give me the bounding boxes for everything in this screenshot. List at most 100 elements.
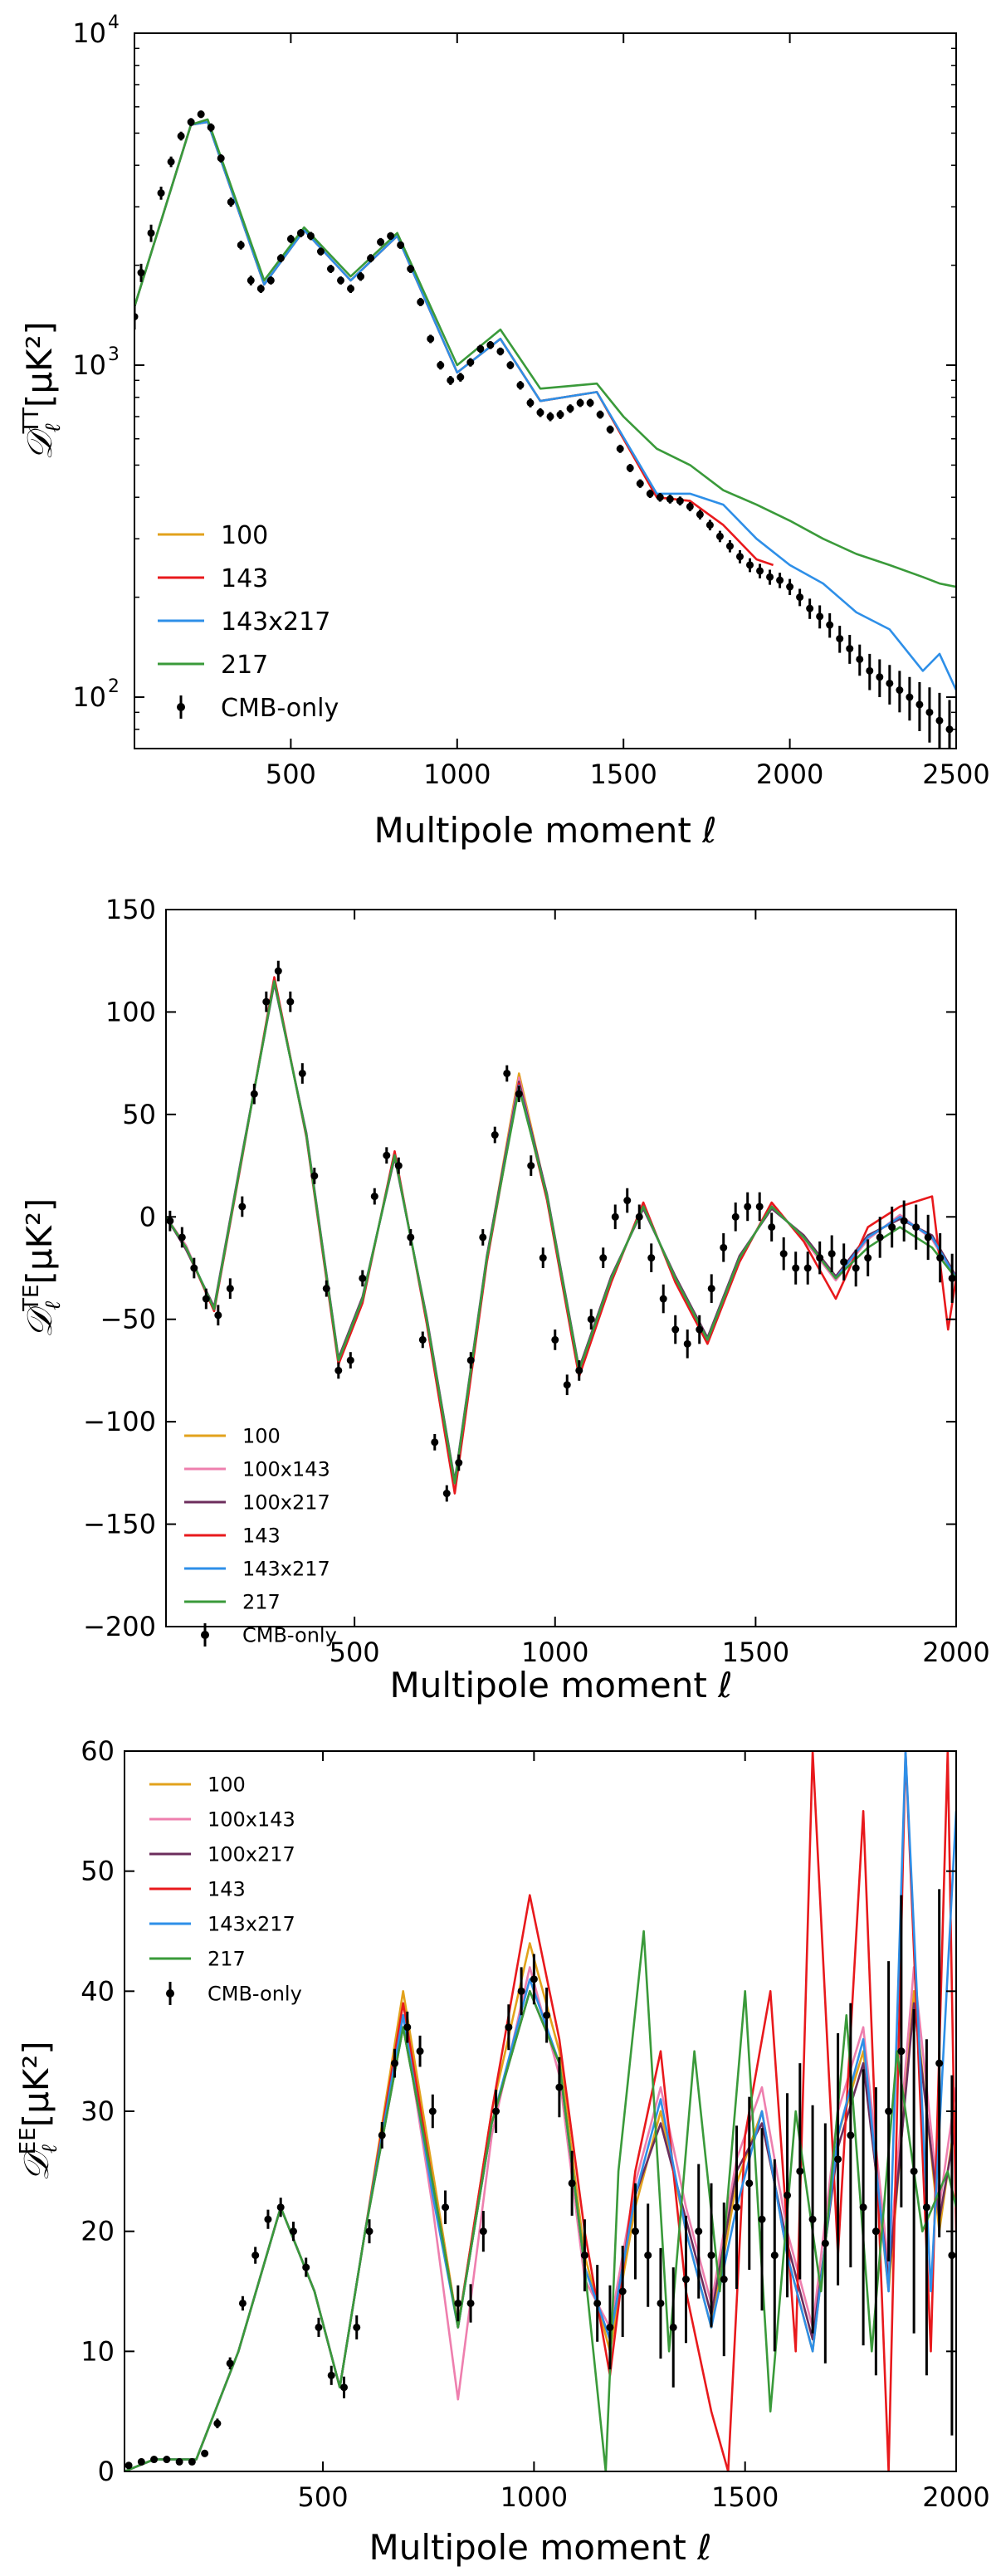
te-data-point [178, 1233, 186, 1242]
te-y-title-sup: TE [19, 1285, 44, 1312]
ee-x-axis-title: Multipole moment ℓ [369, 2527, 711, 2568]
ee-data-point [339, 2383, 348, 2392]
te-data-point [310, 1172, 319, 1180]
ee-data-point [681, 2276, 690, 2284]
ee-data-point [213, 2419, 222, 2427]
ee-series-line-100x143 [124, 1966, 956, 2471]
tt-data-point [836, 635, 844, 643]
ee-data-point [885, 2107, 893, 2115]
te-series-line-143x217 [166, 980, 956, 1485]
tt-data-point [496, 347, 505, 355]
te-data-point [190, 1264, 198, 1272]
te-data-point [623, 1197, 632, 1205]
tt-data-point [167, 158, 175, 166]
tt-data-point [896, 686, 904, 695]
tt-data-point [516, 381, 525, 389]
ee-y-axis-title: 𝒟ℓEE[μK²] [16, 2041, 62, 2181]
te-series-line-100 [166, 980, 956, 1485]
ee-data-point [353, 2323, 361, 2331]
te-plot-area [166, 960, 956, 1502]
tt-data-point [227, 198, 235, 206]
tt-legend-label: 143 [221, 564, 268, 593]
te-data-point [383, 1151, 391, 1159]
te-data-point [515, 1090, 523, 1098]
ee-data-point [517, 1987, 525, 1995]
te-data-point [202, 1295, 210, 1303]
te-series-line-100x143 [166, 978, 956, 1486]
tt-series-line-217 [134, 118, 956, 588]
tt-legend-label: 100 [221, 521, 268, 550]
te-x-axis-title: Multipole moment ℓ [389, 1665, 732, 1705]
te-data-point [322, 1285, 330, 1293]
te-data-point [599, 1254, 608, 1262]
ee-y-title-unit: [μK²] [16, 2041, 56, 2127]
tt-data-point [915, 700, 924, 709]
tt-data-point [876, 673, 884, 681]
ee-legend-label: 143x217 [208, 1913, 295, 1936]
tt-data-point [616, 445, 624, 453]
ee-series-line-100 [124, 1942, 956, 2471]
tt-legend: 100 143 143x217 217 CMB-only [158, 521, 339, 723]
te-data-point [466, 1356, 475, 1364]
ee-legend-label: 100 [208, 1773, 246, 1797]
ee-y-tick-label: 10 [81, 2335, 115, 2367]
te-series-line-100x217 [166, 982, 956, 1482]
tt-x-tick-label: 500 [266, 759, 316, 790]
te-data-point [912, 1223, 920, 1232]
tt-data-point [776, 576, 784, 584]
te-legend: 100 100x143 100x217 143 143x217 217 CMB-only [184, 1425, 337, 1647]
te-data-point [671, 1325, 680, 1334]
te-data-point [286, 998, 295, 1006]
ee-series-line-217 [124, 1930, 956, 2471]
tt-data-point [347, 285, 355, 293]
tt-data-point [596, 411, 604, 419]
tt-data-point [326, 265, 334, 273]
ee-data-point [784, 2191, 792, 2199]
ee-y-axis-title-text: 𝒟ℓEE[μK²] [16, 2041, 62, 2181]
ee-data-point [568, 2179, 576, 2188]
te-data-point [551, 1335, 559, 1344]
ee-y-title-sup: EE [16, 2127, 41, 2154]
te-data-point [334, 1366, 343, 1374]
ee-data-point [505, 2023, 513, 2032]
te-data-point [262, 998, 271, 1006]
ee-legend-point [166, 1989, 174, 1998]
te-x-tick-label: 1000 [521, 1637, 588, 1668]
te-data-point [720, 1243, 728, 1251]
tt-data-point [177, 132, 185, 140]
te-legend-label: 100x143 [242, 1458, 330, 1481]
te-data-point [731, 1212, 740, 1221]
tt-data-point [906, 693, 914, 701]
tt-y-tick-exponent: 3 [108, 344, 120, 365]
te-data-point [792, 1264, 800, 1272]
ee-legend-label: 100x217 [208, 1843, 295, 1866]
tt-data-point [526, 398, 535, 407]
te-data-point [370, 1193, 378, 1201]
tt-data-point [586, 398, 594, 407]
te-data-point [828, 1250, 836, 1258]
te-data-point [226, 1285, 234, 1293]
ee-data-point [391, 2059, 399, 2067]
tt-data-point [945, 725, 954, 734]
te-legend-label: 100x217 [242, 1491, 330, 1515]
ee-x-tick-label: 500 [298, 2481, 349, 2513]
ee-y-tick-label: 20 [81, 2216, 115, 2247]
tt-data-point [256, 285, 265, 293]
te-y-tick-label: 0 [139, 1201, 156, 1232]
tt-data-point [745, 561, 754, 569]
te-legend-label: 217 [242, 1591, 281, 1614]
tt-data-point [197, 110, 205, 119]
ee-data-point [859, 2203, 867, 2212]
te-data-point [659, 1295, 667, 1303]
te-legend-label: 143x217 [242, 1558, 330, 1581]
tt-data-point [286, 235, 295, 243]
te-data-point [647, 1254, 656, 1262]
tt-data-point [296, 229, 305, 237]
ee-data-point [618, 2287, 627, 2295]
te-data-point [503, 1069, 511, 1077]
tt-data-point [715, 532, 724, 540]
te-data-point [768, 1223, 776, 1232]
te-axes-frame [165, 909, 957, 1627]
tt-data-point [447, 376, 455, 384]
te-legend-label: 143 [242, 1525, 281, 1548]
